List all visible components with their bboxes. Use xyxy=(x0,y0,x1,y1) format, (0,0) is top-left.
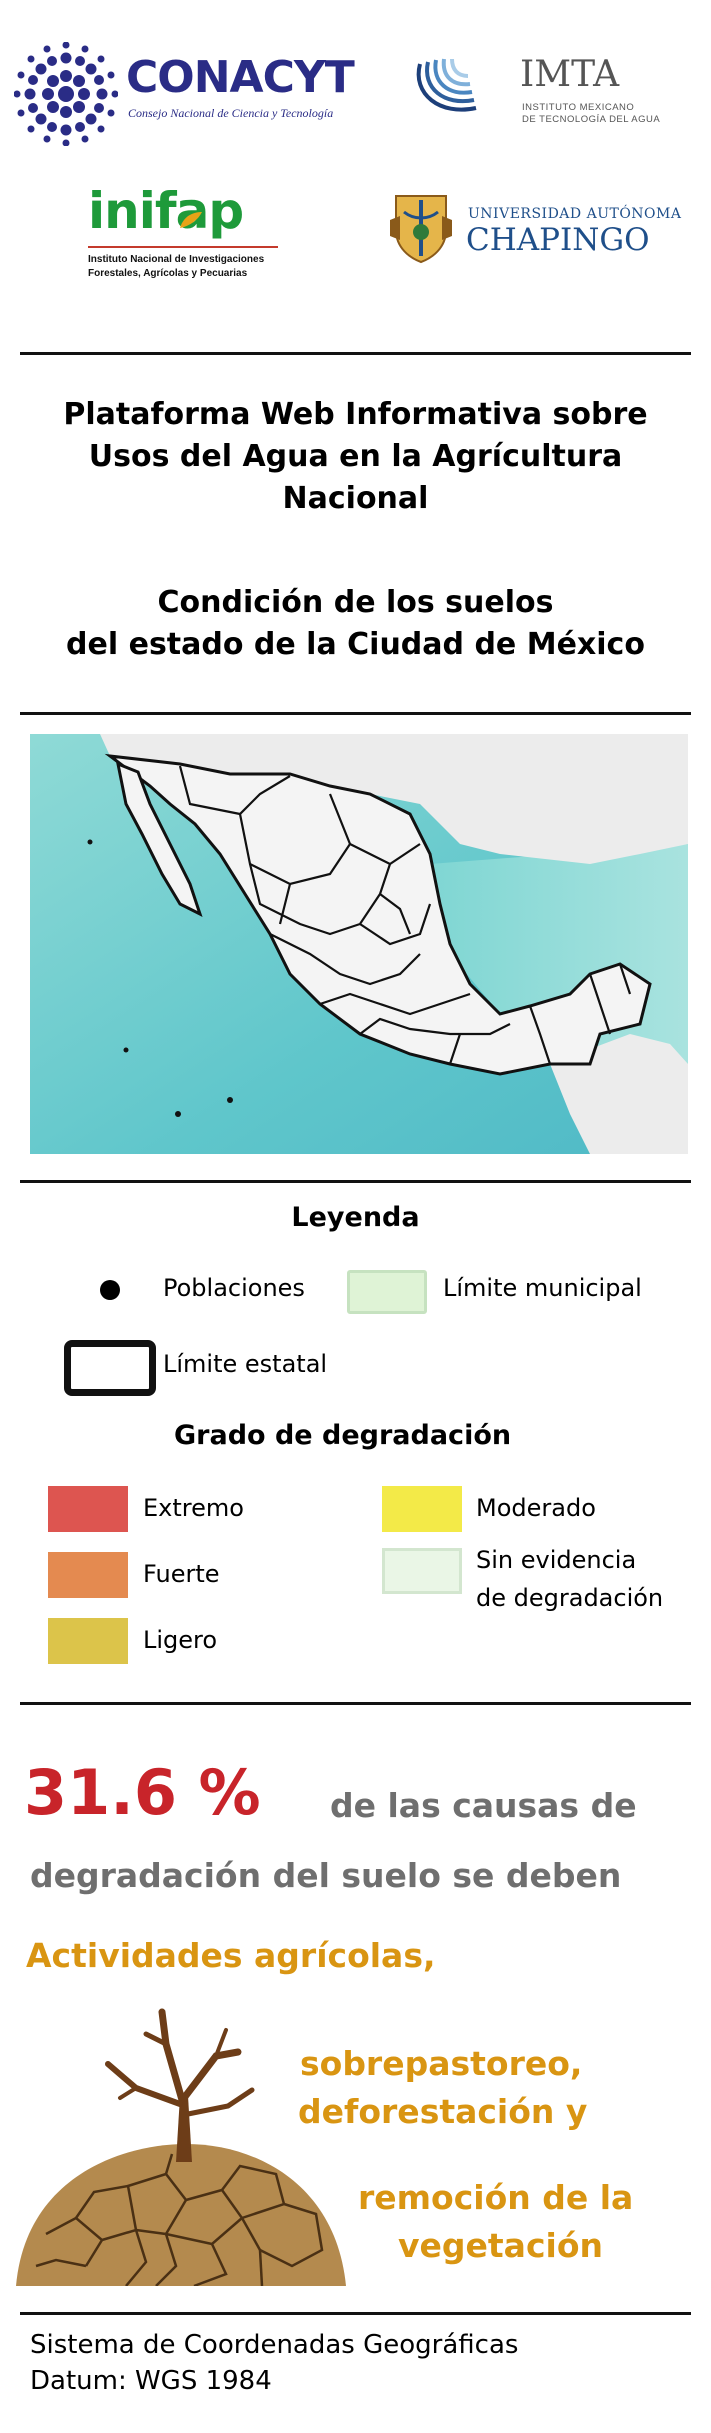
ligero-label: Ligero xyxy=(143,1626,218,1654)
divider-title xyxy=(20,712,691,715)
title-line-3: Nacional xyxy=(282,481,429,516)
conacyt-name: CONACYT xyxy=(126,52,355,103)
usa-land xyxy=(100,734,688,864)
subtitle-line-1: Condición de los suelos xyxy=(157,585,554,620)
title-line-1: Plataforma Web Informativa sobre xyxy=(63,397,648,432)
inifap-line xyxy=(88,246,278,248)
inifap-subtitle-2: Forestales, Agrícolas y Pecuarias xyxy=(88,268,248,279)
inifap-subtitle-1: Instituto Nacional de Investigaciones xyxy=(88,254,265,265)
conacyt-logo: CONACYT Consejo Nacional de Ciencia y Te… xyxy=(14,40,374,150)
cause-2a: sobrepastoreo, xyxy=(300,2044,583,2083)
footer-coord-system: Sistema de Coordenadas Geográficas xyxy=(30,2330,519,2360)
moderado-label: Moderado xyxy=(476,1494,596,1522)
divider-top xyxy=(20,352,691,355)
imta-logo: IMTA INSTITUTO MEXICANO DE TECNOLOGÍA DE… xyxy=(410,48,700,138)
sin-evidencia-label-1: Sin evidencia xyxy=(476,1546,637,1574)
stats-text-2: degradación del suelo se deben xyxy=(30,1856,622,1895)
cause-1: Actividades agrícolas, xyxy=(26,1936,436,1975)
cause-3a: remoción de la xyxy=(358,2178,634,2217)
degradation-percent: 31.6 % xyxy=(24,1756,261,1829)
sin-evidencia-label-2: de degradación xyxy=(476,1584,664,1612)
state-borders xyxy=(178,765,632,1065)
baja-california xyxy=(115,761,203,917)
footer-datum: Datum: WGS 1984 xyxy=(30,2366,272,2396)
fuerte-label: Fuerte xyxy=(143,1560,220,1588)
divider-footer xyxy=(20,2312,691,2315)
imta-subtitle-1: INSTITUTO MEXICANO xyxy=(522,102,635,113)
chapingo-line-2: CHAPINGO xyxy=(466,222,650,258)
imta-swirl-icon xyxy=(416,58,477,112)
conacyt-subtitle: Consejo Nacional de Ciencia y Tecnología xyxy=(128,106,334,120)
chapingo-logo: UNIVERSIDAD AUTÓNOMA CHAPINGO xyxy=(384,186,684,276)
dry-tree-cracked-soil-illustration xyxy=(16,2008,346,2286)
chapingo-shield-icon xyxy=(390,195,452,264)
moderado-swatch xyxy=(382,1486,462,1532)
chapingo-line-1: UNIVERSIDAD AUTÓNOMA xyxy=(468,206,682,222)
extremo-swatch xyxy=(48,1486,128,1532)
grado-heading: Grado de degradación xyxy=(174,1420,512,1451)
municipal-swatch xyxy=(347,1270,427,1314)
conacyt-emblem-icon xyxy=(14,42,118,146)
mexico-map xyxy=(30,734,688,1154)
stats-text-1: de las causas de xyxy=(330,1786,637,1825)
imta-subtitle-2: DE TECNOLOGÍA DEL AGUA xyxy=(522,114,661,125)
fuerte-swatch xyxy=(48,1552,128,1598)
map-panel xyxy=(30,734,688,1154)
imta-name: IMTA xyxy=(520,54,620,95)
title-line-2: Usos del Agua en la Agrícultura xyxy=(88,439,623,474)
subtitle-line-2: del estado de la Ciudad de México xyxy=(66,627,645,662)
legend-heading: Leyenda xyxy=(291,1202,420,1233)
estatal-swatch xyxy=(64,1340,156,1396)
page-title: Plataforma Web Informativa sobre Usos de… xyxy=(0,394,711,520)
extremo-label: Extremo xyxy=(143,1494,244,1522)
cause-2b: deforestación y xyxy=(298,2092,588,2131)
sin-evidencia-swatch xyxy=(382,1548,462,1594)
page-subtitle: Condición de los suelos del estado de la… xyxy=(0,582,711,666)
inifap-name: inifap xyxy=(88,182,244,240)
divider-legend xyxy=(20,1702,691,1705)
municipal-label: Límite municipal xyxy=(443,1274,642,1302)
soil-cracks xyxy=(35,2153,324,2286)
dead-tree xyxy=(105,2008,255,2162)
estatal-label: Límite estatal xyxy=(163,1350,328,1378)
inifap-leaf-icon xyxy=(180,212,202,228)
ligero-swatch xyxy=(48,1618,128,1664)
poblaciones-label: Poblaciones xyxy=(163,1274,305,1302)
inifap-logo: inifap Instituto Nacional de Investigaci… xyxy=(86,182,306,296)
populations xyxy=(87,839,233,1117)
divider-map xyxy=(20,1180,691,1183)
poblaciones-dot-icon xyxy=(100,1280,120,1300)
cause-3b: vegetación xyxy=(398,2226,603,2265)
